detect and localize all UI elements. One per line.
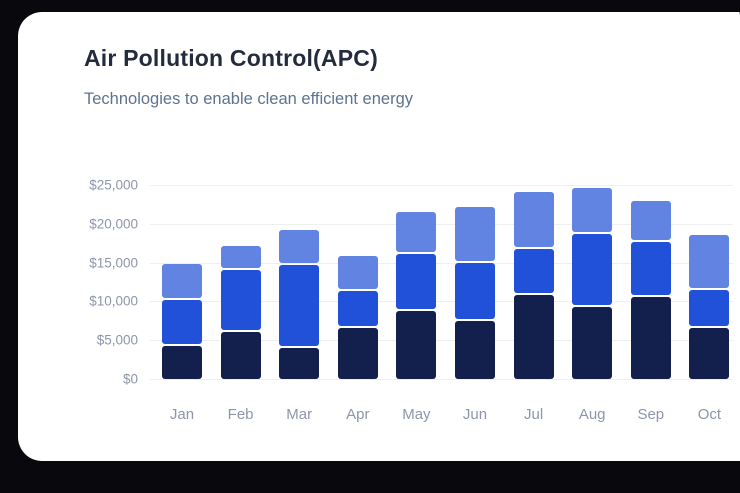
- y-axis-tick-label: $25,000: [89, 177, 138, 193]
- bar-segment-dark-navy-series[interactable]: [455, 320, 495, 379]
- bar-sep[interactable]: [630, 200, 671, 379]
- bar-segment-blue-series[interactable]: [220, 270, 261, 330]
- y-axis-tick-label: $10,000: [89, 293, 138, 309]
- stacked-bar-chart: $0 $5,000 $10,000 $15,000 $20,000 $25,000 Jan F…: [18, 12, 740, 461]
- bar-segment-light-blue-series[interactable]: [572, 188, 613, 233]
- x-axis-tick-label-aug: Aug: [578, 406, 606, 423]
- gridline-15000: [150, 262, 733, 264]
- y-axis-tick-label: $0: [122, 371, 138, 387]
- bar-segment-blue-series[interactable]: [689, 290, 730, 326]
- bar-segment-blue-series[interactable]: [572, 234, 613, 305]
- bar-segment-light-blue-series[interactable]: [689, 234, 730, 289]
- bar-segment-light-blue-series[interactable]: [337, 255, 378, 289]
- bar-segment-blue-series[interactable]: [513, 249, 554, 294]
- x-axis-tick-label-feb: Feb: [227, 406, 254, 423]
- bar-segment-blue-series[interactable]: [455, 262, 495, 319]
- bar-aug[interactable]: [572, 188, 613, 379]
- bar-segment-light-blue-series[interactable]: [396, 212, 437, 252]
- gridline-20000: [150, 223, 733, 225]
- gridline-5000: [150, 340, 733, 342]
- bar-segment-light-blue-series[interactable]: [220, 245, 261, 269]
- bar-segment-dark-navy-series[interactable]: [162, 346, 202, 379]
- bar-segment-dark-navy-series[interactable]: [220, 331, 261, 379]
- gridline-0: [150, 379, 733, 380]
- bar-segment-dark-navy-series[interactable]: [689, 327, 730, 379]
- x-axis-tick-label-jan: Jan: [169, 406, 195, 423]
- x-axis-tick-label-jun: Jun: [462, 406, 488, 423]
- bar-segment-light-blue-series[interactable]: [455, 206, 495, 261]
- x-axis-tick-label-mar: Mar: [286, 406, 313, 423]
- bar-segment-light-blue-series[interactable]: [513, 191, 554, 248]
- bar-feb[interactable]: [220, 245, 261, 379]
- gridline-25000: [150, 185, 733, 186]
- bar-oct[interactable]: [689, 234, 730, 379]
- bar-segment-dark-navy-series[interactable]: [337, 327, 378, 379]
- bar-segment-dark-navy-series[interactable]: [630, 297, 671, 379]
- y-axis-tick-label: $20,000: [89, 216, 138, 232]
- bar-segment-light-blue-series[interactable]: [279, 230, 320, 264]
- x-axis-tick-label-jul: Jul: [524, 406, 544, 423]
- bar-segment-blue-series[interactable]: [162, 299, 202, 345]
- x-axis-tick-label-oct: Oct: [697, 406, 722, 423]
- bar-segment-dark-navy-series[interactable]: [513, 295, 554, 379]
- bar-segment-blue-series[interactable]: [337, 290, 378, 326]
- bar-segment-blue-series[interactable]: [279, 265, 320, 347]
- card-subtitle: Technologies to enable clean efficient e…: [84, 90, 414, 108]
- bar-jul[interactable]: [513, 191, 554, 379]
- bar-jan[interactable]: [162, 264, 202, 379]
- bar-mar[interactable]: [279, 230, 320, 379]
- bar-segment-dark-navy-series[interactable]: [279, 348, 320, 379]
- bar-segment-dark-navy-series[interactable]: [572, 306, 613, 379]
- bar-jun[interactable]: [455, 206, 495, 379]
- bar-may[interactable]: [396, 212, 437, 379]
- bar-segment-dark-navy-series[interactable]: [396, 310, 437, 379]
- bar-segment-blue-series[interactable]: [630, 241, 671, 296]
- chart-card: Air Pollution Control(APC) Technologies …: [18, 12, 740, 461]
- y-axis-tick-label: $5,000: [96, 332, 138, 348]
- card-title: Air Pollution Control(APC): [84, 45, 378, 71]
- x-axis-tick-label-apr: Apr: [346, 406, 370, 423]
- x-axis-tick-label-may: May: [402, 406, 431, 423]
- bar-segment-blue-series[interactable]: [396, 253, 437, 309]
- gridline-10000: [150, 301, 733, 303]
- x-axis-tick-label-sep: Sep: [637, 406, 665, 423]
- bar-segment-light-blue-series[interactable]: [162, 264, 202, 298]
- y-axis-tick-label: $15,000: [89, 255, 138, 271]
- bar-segment-light-blue-series[interactable]: [630, 200, 671, 240]
- bar-apr[interactable]: [337, 255, 378, 379]
